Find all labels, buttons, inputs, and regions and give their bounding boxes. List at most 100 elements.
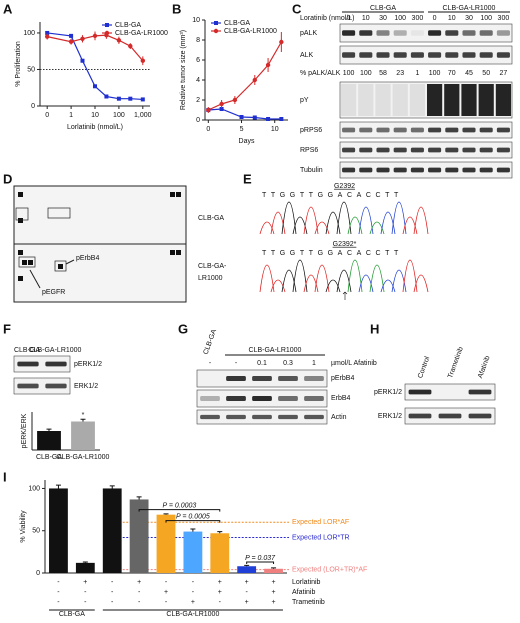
blot-c-band xyxy=(393,127,407,133)
x-tick-label: CLB-GA-LR1000 xyxy=(57,454,110,461)
blot-c-band xyxy=(445,52,459,58)
blot-f-band xyxy=(45,383,67,389)
marker xyxy=(44,34,50,39)
blot-g-band xyxy=(278,414,298,420)
bar xyxy=(71,421,95,450)
y-tick-label: 100 xyxy=(23,30,35,37)
marker xyxy=(116,38,122,43)
mutation-arrow xyxy=(342,291,348,300)
annotation: * xyxy=(82,412,85,419)
x-tick-label: 0 xyxy=(206,126,210,133)
bar xyxy=(75,562,95,573)
blot-h-band xyxy=(408,389,432,395)
x-tick-label: CLB-GA xyxy=(36,454,62,461)
blot-f-frame xyxy=(13,355,71,373)
panel-letter: C xyxy=(292,1,302,16)
blot-c-smear xyxy=(495,84,511,116)
blot-c-frame xyxy=(339,121,513,139)
marker xyxy=(140,97,145,102)
spot-label: pEGFR xyxy=(42,289,65,296)
x-tick-label: 1,000 xyxy=(134,112,152,119)
y-axis-label: pERK/ERK xyxy=(21,413,28,448)
blot-c-band xyxy=(445,167,459,173)
array-spot xyxy=(58,264,63,269)
error-bar xyxy=(55,484,61,489)
group-label: CLB-GA-LR1000 xyxy=(249,347,302,354)
ratio-value: 100 xyxy=(360,70,372,77)
dose-label: 100 xyxy=(480,15,492,22)
treatment-sign: + xyxy=(272,589,276,596)
ratio-value: 58 xyxy=(379,70,387,77)
chromatogram-peak xyxy=(347,216,363,235)
column-label: Trametinib xyxy=(447,346,465,379)
blot-g-band xyxy=(252,375,272,382)
array-spot xyxy=(18,218,23,223)
bar xyxy=(237,566,257,573)
blot-c-band xyxy=(445,127,459,133)
chromatogram-peak xyxy=(314,264,330,293)
blot-g-band xyxy=(200,395,220,402)
blot-c-frame xyxy=(339,161,513,179)
column-label: Afatinib xyxy=(477,355,492,379)
treatment-sign: + xyxy=(218,589,222,596)
treatment-name: Afatinib xyxy=(292,589,315,596)
series-line xyxy=(208,41,282,111)
blot-c-band xyxy=(462,147,476,153)
sequence: TTGGTTGGACACCTT xyxy=(262,250,403,257)
marker xyxy=(116,96,121,101)
blot-c-smear xyxy=(409,84,425,116)
array-label: CLB-GA- xyxy=(198,263,227,270)
dose-label: - xyxy=(235,360,238,367)
treatment-sign: + xyxy=(137,579,141,586)
error-bar xyxy=(136,496,142,500)
panel-letter: G xyxy=(178,321,188,336)
dose-label: 0.1 xyxy=(257,360,267,367)
row-label: pErbB4 xyxy=(331,375,354,382)
blot-h-band xyxy=(438,413,462,419)
series-line xyxy=(208,108,282,120)
treatment-sign: - xyxy=(84,589,87,596)
chromatogram-peak xyxy=(292,216,308,235)
legend-label: CLB-GA xyxy=(115,22,141,29)
ratio-value: 1 xyxy=(415,70,419,77)
series-line xyxy=(47,32,143,101)
treatment-name: Lorlatinib xyxy=(292,579,321,586)
chromatogram-peak xyxy=(270,279,286,293)
column-label: CLB-GA-LR1000 xyxy=(29,347,82,354)
chromatogram-peak xyxy=(303,206,319,235)
panel-letter: D xyxy=(3,171,12,186)
blot-c-band xyxy=(479,167,493,173)
blot-c-band xyxy=(496,30,510,36)
mutation-label: G2392 xyxy=(334,183,355,190)
x-axis-label: Lorlatinib (nmol/L) xyxy=(67,124,123,131)
blot-c-band xyxy=(445,147,459,153)
dose-label: 30 xyxy=(465,15,473,22)
treatment-sign: - xyxy=(57,599,60,606)
sequence: TTGGTTGGACACCTT xyxy=(262,192,403,199)
blot-c-band xyxy=(359,30,373,36)
ratio-value: 70 xyxy=(448,70,456,77)
blot-c-band xyxy=(393,30,407,36)
treatment-sign: - xyxy=(138,599,141,606)
array-spot xyxy=(176,192,181,197)
dose-label: 10 xyxy=(362,15,370,22)
marker xyxy=(252,77,257,83)
legend-marker xyxy=(104,30,110,36)
blot-c-frame xyxy=(339,45,513,65)
chromatogram-peak xyxy=(314,221,330,235)
blot-c-band xyxy=(393,167,407,173)
pointer xyxy=(29,269,41,289)
y-tick-label: 100 xyxy=(28,485,40,492)
panel-letter: B xyxy=(172,1,181,16)
blot-g-band xyxy=(252,395,272,402)
y-tick-label: 50 xyxy=(27,66,35,73)
legend-marker xyxy=(105,23,109,27)
group-label: CLB-GA xyxy=(370,5,396,12)
x-tick-label: 1 xyxy=(69,112,73,119)
legend-label: CLB-GA-LR1000 xyxy=(115,30,168,37)
y-tick-label: 2 xyxy=(196,97,200,104)
ratio-value: 100 xyxy=(429,70,441,77)
treatment-sign: + xyxy=(272,579,276,586)
blot-c-band xyxy=(376,30,390,36)
blot-c-band xyxy=(428,167,442,173)
